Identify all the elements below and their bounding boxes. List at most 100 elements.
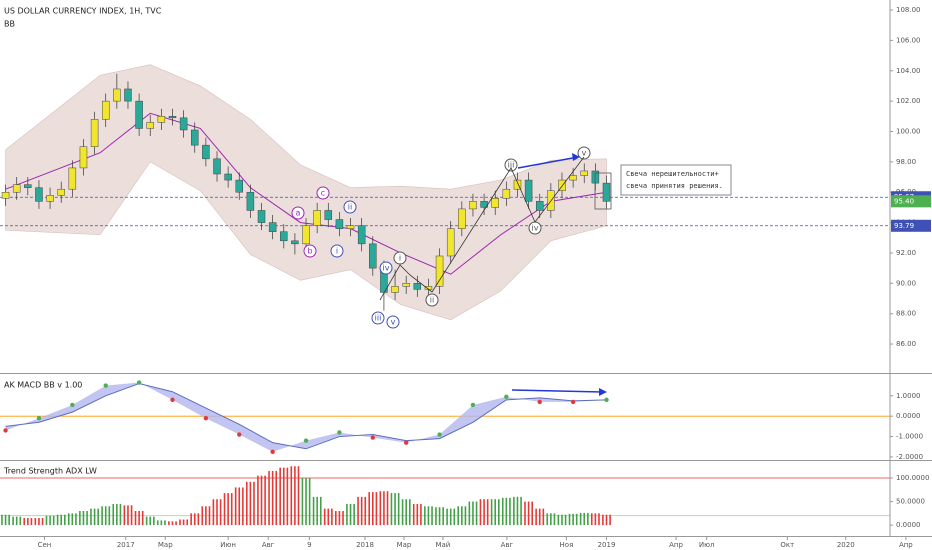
candle-body [357, 225, 366, 245]
y-tick-label: 104.00 [896, 67, 921, 75]
chart-title: US DOLLAR CURRENCY INDEX, 1H, TVC [4, 7, 162, 16]
callout-box [620, 164, 732, 196]
x-tick-label: 9 [307, 541, 311, 549]
candle-body [580, 170, 588, 176]
macd-dot [337, 430, 342, 435]
y-tick-label: 108.00 [896, 6, 921, 14]
candle-body [369, 243, 377, 269]
wave-circle [577, 146, 591, 160]
x-tick-label: Окт [780, 541, 794, 549]
candle-body [79, 146, 88, 169]
candle-body [246, 191, 255, 211]
macd-dot [203, 416, 209, 421]
candle-body [68, 167, 77, 190]
highlight-box [594, 172, 612, 210]
macd-dot [437, 432, 442, 437]
candle-body [157, 116, 166, 123]
wave-circle [343, 200, 357, 214]
macd-dot [136, 380, 142, 385]
macd-dot [604, 397, 609, 403]
y-tick-label: 102.00 [896, 97, 921, 105]
macd-dot [303, 438, 309, 443]
x-tick-label: Мар [158, 541, 173, 549]
wave-circle [371, 311, 385, 325]
wave-label: a [296, 209, 301, 218]
candle-body [524, 179, 533, 202]
candle-body [46, 195, 54, 202]
pane-title: AK MACD BB v 1.00 [4, 381, 82, 390]
candle-body [324, 210, 333, 220]
y-tick-label: 0.0000 [896, 521, 921, 529]
price-label: 93.79 [894, 222, 914, 230]
candle-body [346, 225, 355, 229]
candle-body [558, 179, 566, 191]
y-tick-label: 50.0000 [896, 498, 925, 506]
wave-label: i [336, 247, 338, 256]
macd-dot [504, 394, 509, 400]
x-tick-label: Май [435, 541, 450, 549]
wave-circle [303, 244, 317, 258]
price-label: 95.40 [894, 197, 914, 205]
y-tick-label: 106.00 [896, 36, 921, 44]
callout-text: свеча принятия решения. [626, 182, 723, 190]
x-tick-label: Июл [699, 541, 715, 549]
wave-label: i [399, 254, 401, 263]
x-tick-label: Июн [220, 541, 236, 549]
x-tick-label: Сен [38, 541, 52, 549]
x-tick-label: Мар [397, 541, 412, 549]
candle-body [57, 188, 65, 196]
candle-body [513, 179, 522, 190]
wave-label: iv [383, 264, 390, 273]
candle-body [291, 240, 299, 245]
x-tick-label: Авг [501, 541, 514, 549]
candle-body [602, 182, 611, 202]
x-tick-label: Апр [669, 541, 683, 549]
candle-body [302, 225, 310, 245]
y-tick-label: -2.0000 [896, 453, 923, 461]
arrow-head [599, 388, 607, 396]
candle-body [179, 117, 188, 131]
candle-body [190, 129, 199, 146]
y-tick-label: 98.00 [896, 158, 916, 166]
candle-body [402, 283, 410, 287]
candle-body [101, 100, 110, 120]
wave-label: iv [532, 224, 539, 233]
candle-body [24, 184, 32, 188]
wave-circle [504, 158, 518, 172]
y-tick-label: -1.0000 [896, 433, 923, 441]
y-tick-label: 100.00 [896, 127, 921, 135]
candle-body [224, 173, 232, 181]
y-tick-label: 90.00 [896, 279, 916, 287]
candle-body [268, 222, 277, 232]
wave-label: iii [508, 161, 515, 170]
wave-label: ii [430, 296, 434, 305]
macd-dot [36, 416, 42, 421]
y-tick-label: 92.00 [896, 249, 916, 257]
wave-lines [379, 156, 585, 301]
macd-dot [270, 449, 275, 455]
candle-body [569, 175, 577, 181]
arrow-head [572, 153, 580, 161]
indicator-name: BB [4, 20, 15, 29]
y-tick-label: 0.0000 [896, 412, 921, 420]
x-tick-label: 2019 [598, 541, 616, 549]
x-tick-label: 2020 [837, 541, 855, 549]
candle-body [458, 208, 466, 229]
x-tick-label: Ноя [560, 541, 574, 549]
candle-body [213, 158, 221, 175]
candle-body [491, 198, 499, 208]
candle-body [446, 228, 455, 257]
macd-dot [103, 383, 108, 388]
y-tick-label: 1.0000 [896, 392, 921, 400]
wave-circle [379, 261, 393, 275]
wave-circle [386, 315, 400, 329]
wave-circle [425, 293, 439, 307]
candle-body [469, 201, 477, 210]
signal-line [5, 383, 607, 450]
candle-body [113, 88, 121, 102]
callout-text: Свеча нерешительности+ [626, 170, 719, 178]
candle-body [280, 231, 288, 242]
y-tick-label: 86.00 [896, 340, 916, 348]
candle-body [535, 201, 544, 211]
